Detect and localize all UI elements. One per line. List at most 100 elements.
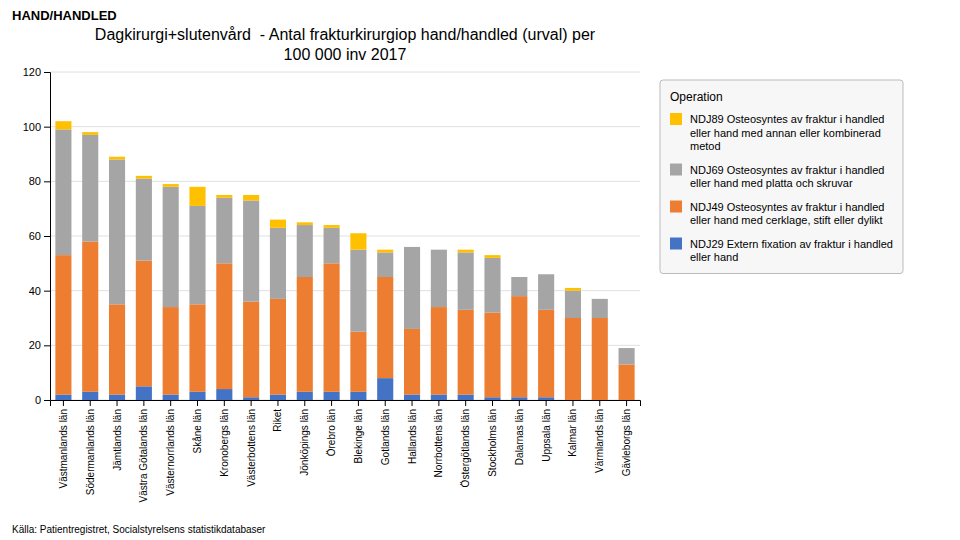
bar: [243, 302, 259, 398]
tick: Skåne län: [192, 400, 203, 453]
tick: 0: [35, 394, 50, 406]
axis-line: [51, 401, 641, 407]
tick-mark: [572, 400, 573, 406]
bar: [565, 318, 581, 400]
tick-mark: [44, 236, 50, 237]
text-line: Dagkirurgi+slutenvård - Antal frakturkir…: [95, 26, 596, 43]
bar: [538, 397, 554, 400]
x-axis: Västmanlands länSödermanlands länJämtlan…: [51, 400, 641, 502]
bar: [136, 176, 152, 179]
tick-mark: [519, 400, 520, 406]
bar: [511, 397, 527, 400]
tick: Jämtlands län: [112, 400, 123, 471]
bar: [484, 313, 500, 398]
tick: Västernorrlands län: [165, 400, 176, 496]
bar: [189, 304, 205, 391]
legend: OperationNDJ89 Osteosyntes av fraktur i …: [660, 80, 903, 274]
bar: [538, 274, 554, 310]
tick-label: 100: [23, 121, 41, 133]
tick-label: Uppsala län: [541, 409, 552, 462]
series: [55, 241, 634, 400]
bar: [216, 198, 232, 264]
bar: [324, 392, 340, 400]
tick: 40: [29, 285, 50, 297]
text-line: eller hand med platta och skruvar: [690, 177, 853, 189]
bar: [136, 386, 152, 400]
tick-label: Blekinge län: [353, 409, 364, 463]
tick-mark: [224, 400, 225, 406]
bar: [189, 206, 205, 304]
bar: [82, 241, 98, 391]
bar: [431, 249, 447, 250]
bar: [55, 395, 71, 400]
tick-mark: [626, 400, 627, 406]
tick: Stockholms län: [487, 400, 498, 477]
bar: [592, 298, 608, 299]
tick: 20: [29, 339, 50, 351]
tick-mark: [385, 400, 386, 406]
bar: [297, 222, 313, 225]
bar: [592, 299, 608, 318]
tick-label: Södermanlands län: [85, 409, 96, 495]
bar: [82, 132, 98, 135]
tick-mark: [170, 400, 171, 406]
text-line: NDJ69 Osteosyntes av fraktur i handled: [690, 164, 884, 176]
tick: Norrbottens län: [433, 400, 444, 477]
legend-title: Operation: [670, 90, 723, 104]
tick: Gävleborgs län: [621, 400, 632, 476]
tick-mark: [44, 291, 50, 292]
tick-mark: [465, 400, 466, 406]
tick-label: Skåne län: [192, 409, 203, 453]
tick: Västerbottens län: [246, 400, 257, 487]
tick-mark: [438, 400, 439, 406]
legend-swatch: [670, 113, 682, 125]
series: [55, 121, 581, 290]
bar: [324, 225, 340, 228]
legend-swatch: [670, 164, 682, 176]
tick-label: 20: [29, 339, 41, 351]
tick: Jönköpings län: [299, 400, 310, 476]
bar: [297, 392, 313, 400]
bar: [243, 195, 259, 200]
tick: Dalarnas län: [514, 400, 525, 465]
text-line: eller hand med annan eller kombinerad: [690, 127, 881, 139]
bar: [270, 395, 286, 400]
legend-swatch: [670, 201, 682, 213]
tick-label: Stockholms län: [487, 409, 498, 477]
bar: [350, 233, 366, 249]
tick: 120: [23, 66, 50, 78]
tick-label: Kronobergs län: [219, 409, 230, 477]
bar: [243, 397, 259, 400]
bar: [163, 187, 179, 307]
bar: [404, 329, 420, 395]
text-line: 100 000 inv 2017: [284, 46, 407, 63]
bar: [377, 250, 393, 253]
tick: Västra Götalands län: [138, 400, 149, 502]
tick-label: 60: [29, 230, 41, 242]
bar: [297, 225, 313, 277]
bars: [55, 121, 634, 400]
tick-mark: [358, 400, 359, 406]
tick-label: Gävleborgs län: [621, 409, 632, 476]
text-line: metod: [690, 140, 721, 152]
bar: [484, 397, 500, 400]
bar: [350, 392, 366, 400]
bar: [377, 378, 393, 400]
chart: 020406080100120Västmanlands länSödermanl…: [0, 0, 960, 540]
tick-label: Hallands län: [407, 409, 418, 464]
bar: [243, 200, 259, 301]
tick-mark: [63, 400, 64, 406]
legend-item: NDJ29 Extern fixation av fraktur i handl…: [670, 238, 893, 264]
legend-label: NDJ29 Extern fixation av fraktur i handl…: [690, 238, 893, 264]
text-line: eller hand med cerklage, stift eller dyl…: [690, 214, 883, 226]
tick: Kalmar län: [567, 400, 578, 457]
tick-mark: [44, 345, 50, 346]
grid-line: [50, 126, 640, 127]
grid-line: [50, 72, 640, 73]
axis-line: [44, 73, 51, 401]
tick-mark: [44, 72, 50, 73]
tick-mark: [331, 400, 332, 406]
tick-label: Jämtlands län: [112, 409, 123, 471]
bar: [511, 296, 527, 397]
tick-mark: [90, 400, 91, 406]
